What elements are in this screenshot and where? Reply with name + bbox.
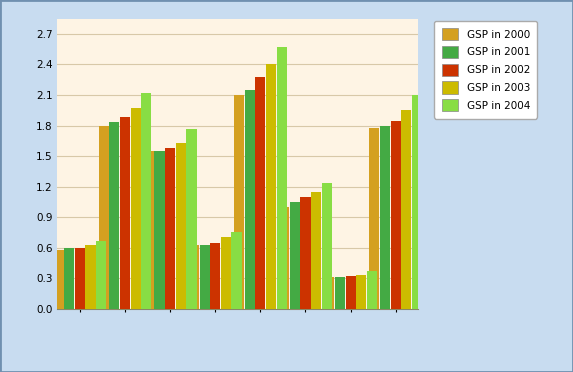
Bar bbox=[96, 241, 106, 309]
Bar bbox=[367, 271, 377, 309]
Bar bbox=[266, 64, 276, 309]
Bar bbox=[221, 237, 231, 309]
Bar bbox=[142, 93, 151, 309]
Bar bbox=[322, 183, 332, 309]
Bar bbox=[165, 148, 175, 309]
Bar bbox=[85, 245, 96, 309]
Legend: GSP in 2000, GSP in 2001, GSP in 2002, GSP in 2003, GSP in 2004: GSP in 2000, GSP in 2001, GSP in 2002, G… bbox=[434, 21, 537, 119]
Bar bbox=[391, 121, 401, 309]
Bar bbox=[311, 192, 321, 309]
Bar bbox=[120, 117, 130, 309]
Bar bbox=[144, 151, 154, 309]
Bar bbox=[75, 248, 85, 309]
Bar bbox=[346, 276, 356, 309]
Bar bbox=[290, 202, 300, 309]
Bar bbox=[256, 77, 265, 309]
Bar bbox=[154, 151, 164, 309]
Bar bbox=[99, 125, 109, 309]
Bar bbox=[356, 275, 366, 309]
Bar bbox=[335, 277, 345, 309]
Bar bbox=[199, 245, 210, 309]
Bar bbox=[231, 232, 242, 309]
Bar bbox=[176, 143, 186, 309]
Bar bbox=[186, 129, 197, 309]
Bar bbox=[245, 90, 255, 309]
Bar bbox=[131, 108, 141, 309]
Bar bbox=[370, 128, 379, 309]
Bar bbox=[277, 47, 286, 309]
Bar bbox=[64, 248, 74, 309]
Bar bbox=[412, 95, 422, 309]
Bar bbox=[300, 197, 311, 309]
Bar bbox=[53, 250, 64, 309]
Bar bbox=[401, 110, 411, 309]
Bar bbox=[324, 277, 334, 309]
Bar bbox=[109, 122, 119, 309]
Bar bbox=[279, 207, 289, 309]
Bar bbox=[234, 95, 244, 309]
Bar bbox=[210, 243, 220, 309]
Bar bbox=[380, 125, 390, 309]
Bar bbox=[189, 245, 199, 309]
